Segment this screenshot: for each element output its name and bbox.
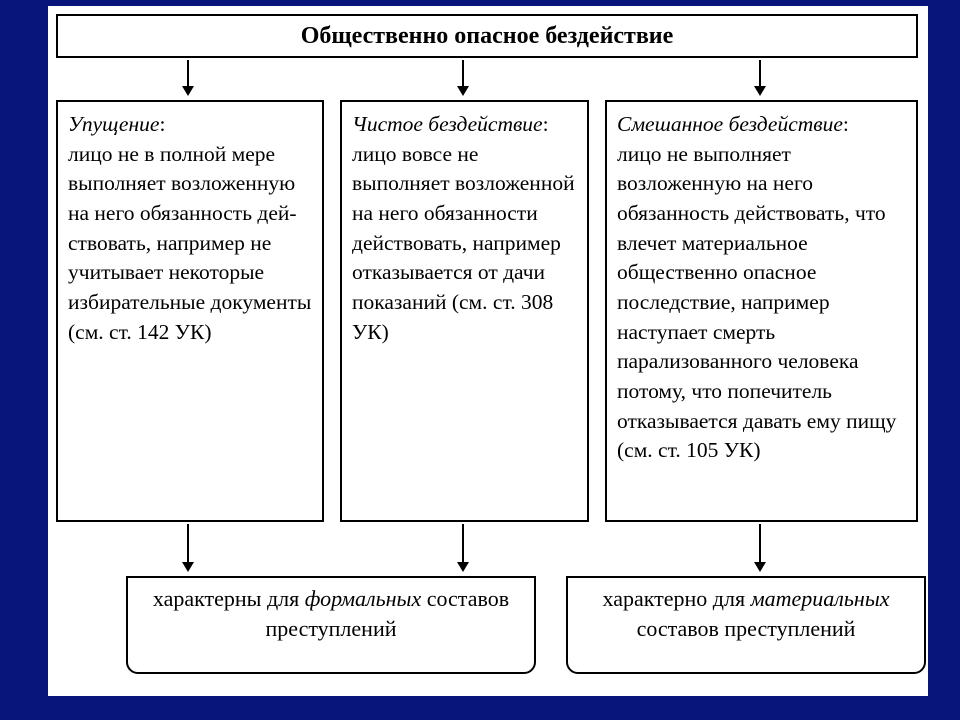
header-box: Общественно опасное бездействие bbox=[56, 14, 918, 58]
diagram-paper: Общественно опасное бездействие Упущение… bbox=[48, 6, 928, 696]
bottom-right-italic: материальных bbox=[751, 586, 890, 611]
column-1: Упущение: лицо не в пол­ной мере вы­полн… bbox=[56, 100, 324, 522]
column-2-body: лицо вовсе не выполняет воз­ложенной на … bbox=[352, 142, 575, 344]
colon: : bbox=[543, 112, 549, 136]
column-1-body: лицо не в пол­ной мере вы­полняет возло­… bbox=[68, 142, 311, 344]
bottom-left-italic: формальных bbox=[305, 586, 421, 611]
bottom-right-post: составов преступлений bbox=[637, 616, 856, 641]
column-3-body: лицо не выполняет возложенную на него об… bbox=[617, 142, 896, 463]
bottom-right: характерно для материальных составов пре… bbox=[566, 576, 926, 674]
colon: : bbox=[159, 112, 165, 136]
column-2-title: Чистое бездействие bbox=[352, 112, 543, 136]
bottom-left: характерны для формальных составов прест… bbox=[126, 576, 536, 674]
column-1-title: Упущение bbox=[68, 112, 159, 136]
column-3-title: Смешанное бездействие bbox=[617, 112, 843, 136]
column-2: Чистое бездействие: лицо вовсе не выполн… bbox=[340, 100, 589, 522]
column-3: Смешанное бездействие: лицо не выполняет… bbox=[605, 100, 918, 522]
bottom-left-pre: характерны для bbox=[153, 586, 305, 611]
header-text: Общественно опасное бездействие bbox=[301, 23, 674, 49]
colon: : bbox=[843, 112, 849, 136]
bottom-right-pre: характерно для bbox=[603, 586, 751, 611]
